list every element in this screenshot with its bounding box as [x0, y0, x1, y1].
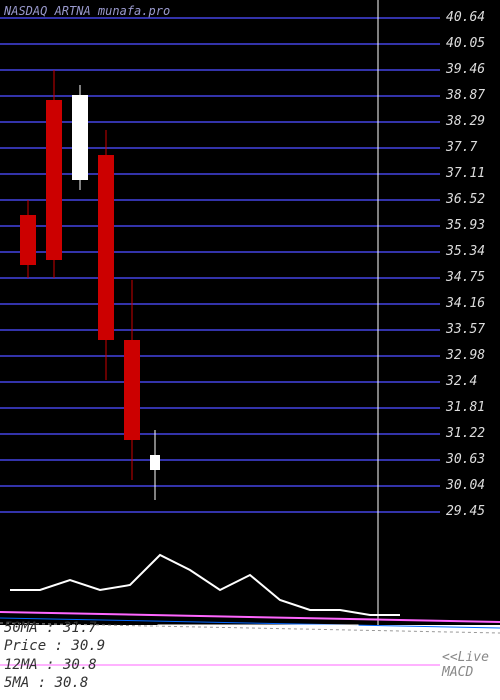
chart-container: NASDAQ ARTNA munafa.pro 40.64 40.05 39.46 3… — [0, 0, 500, 700]
y-axis-label: 32.98 — [446, 348, 485, 363]
y-axis-label: 32.4 — [446, 374, 477, 389]
y-axis-label: 34.16 — [446, 296, 485, 311]
y-axis-label: 40.64 — [446, 10, 485, 25]
y-axis-label: 36.52 — [446, 192, 485, 207]
y-axis-label: 40.05 — [446, 36, 485, 51]
y-axis-label: 31.81 — [446, 400, 485, 415]
y-axis-label: 39.46 — [446, 62, 485, 77]
y-axis-label: 34.75 — [446, 270, 485, 285]
chart-svg — [0, 0, 500, 700]
live-label: <<Live — [442, 650, 489, 665]
y-axis-label: 38.29 — [446, 114, 485, 129]
y-axis-label: 30.63 — [446, 452, 485, 467]
watermark-text: NASDAQ ARTNA munafa.pro — [4, 4, 170, 18]
ma-info-line: 12MA : 30.8 — [4, 656, 105, 674]
y-axis-label: 35.34 — [446, 244, 485, 259]
macd-label: MACD — [442, 665, 489, 680]
live-macd-label: <<LiveMACD — [442, 650, 489, 680]
y-axis-label: 37.11 — [446, 166, 485, 181]
y-axis-label: 31.22 — [446, 426, 485, 441]
y-axis-label: 35.93 — [446, 218, 485, 233]
y-axis-label: 33.57 — [446, 322, 485, 337]
y-axis-label: 37.7 — [446, 140, 477, 155]
ma-info-line: Price : 30.9 — [4, 637, 105, 655]
ma-info-line: 50MA : 31.7 — [4, 619, 105, 637]
y-axis-label: 29.45 — [446, 504, 485, 519]
moving-average-info: 50MA : 31.7Price : 30.912MA : 30.85MA : … — [4, 619, 105, 692]
y-axis-label: 30.04 — [446, 478, 485, 493]
ma-info-line: 5MA : 30.8 — [4, 674, 105, 692]
y-axis-label: 38.87 — [446, 88, 485, 103]
